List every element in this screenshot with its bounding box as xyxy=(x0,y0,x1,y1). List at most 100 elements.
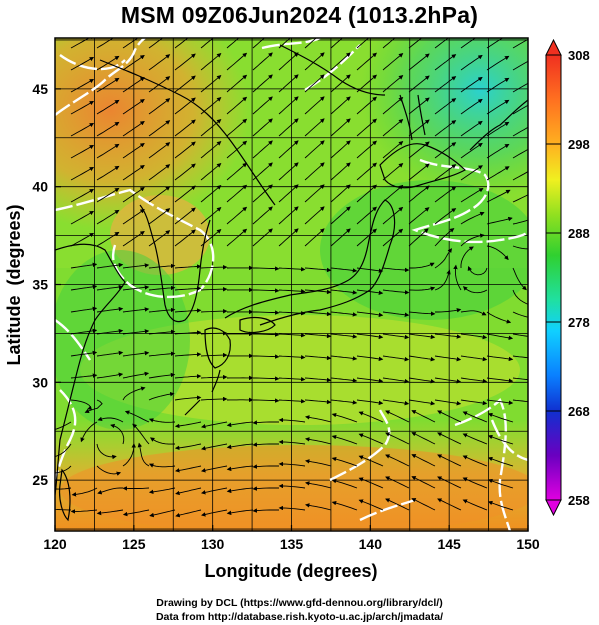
streamline xyxy=(148,391,175,401)
streamline xyxy=(278,38,291,49)
streamline xyxy=(304,289,332,295)
streamline xyxy=(411,432,436,445)
streamline xyxy=(278,289,306,294)
streamline xyxy=(252,442,279,447)
streamline xyxy=(149,509,176,518)
streamline xyxy=(96,443,117,460)
streamline xyxy=(226,74,248,93)
streamline xyxy=(330,74,351,93)
streamline xyxy=(460,54,483,71)
streamline xyxy=(304,38,317,49)
streamline xyxy=(437,476,462,489)
streamline xyxy=(330,311,358,317)
streamline xyxy=(330,333,358,339)
streamline xyxy=(96,465,122,476)
streamline xyxy=(70,373,98,379)
colorbar-tick-label: 298 xyxy=(568,137,590,152)
streamline xyxy=(330,52,351,71)
streamline xyxy=(408,355,436,362)
streamline xyxy=(96,328,124,335)
streamline xyxy=(278,439,306,445)
streamline xyxy=(331,500,358,511)
streamline xyxy=(356,399,384,406)
streamline xyxy=(278,399,306,404)
streamline xyxy=(434,38,449,49)
streamline xyxy=(512,355,528,359)
streamline xyxy=(512,126,528,137)
streamline xyxy=(122,486,150,491)
credit-drawing: Drawing by DCL (https://www.gfd-dennou.o… xyxy=(156,597,443,609)
streamline xyxy=(70,78,95,93)
streamline xyxy=(122,443,137,467)
streamline xyxy=(226,52,248,71)
streamline xyxy=(148,418,176,423)
streamline xyxy=(252,162,273,181)
streamline xyxy=(252,38,265,49)
streamline xyxy=(356,162,377,181)
streamline xyxy=(330,355,358,361)
streamline xyxy=(382,377,410,384)
streamline xyxy=(200,308,228,314)
streamline xyxy=(148,487,176,495)
streamline xyxy=(200,119,222,137)
streamline xyxy=(356,118,377,137)
streamline xyxy=(253,266,280,271)
colorbar-bottom-arrow xyxy=(545,499,562,517)
streamline xyxy=(460,76,483,93)
streamline xyxy=(174,395,202,401)
streamline xyxy=(201,487,228,495)
streamline xyxy=(512,194,528,203)
streamline xyxy=(486,166,510,181)
streamline xyxy=(330,140,351,159)
streamline xyxy=(408,228,429,247)
streamline xyxy=(174,207,196,225)
streamline xyxy=(253,354,280,359)
streamline xyxy=(148,120,171,137)
streamline xyxy=(200,207,222,225)
streamline xyxy=(434,186,457,203)
streamline xyxy=(434,208,457,225)
streamline xyxy=(330,399,358,405)
streamline xyxy=(122,164,145,181)
streamline xyxy=(200,229,222,247)
streamline xyxy=(122,329,150,335)
colorbar-tick-label: 258 xyxy=(568,493,590,508)
streamline xyxy=(512,245,528,250)
streamline xyxy=(148,186,171,203)
streamline xyxy=(462,499,488,511)
streamline xyxy=(278,505,306,511)
streamline xyxy=(486,333,514,341)
streamline xyxy=(55,508,72,511)
streamline xyxy=(174,163,196,181)
streamline xyxy=(462,286,488,294)
streamline xyxy=(122,38,139,49)
streamline xyxy=(434,377,462,384)
streamline xyxy=(512,104,528,115)
streamline xyxy=(408,75,430,93)
streamline xyxy=(70,306,98,313)
streamline xyxy=(304,311,332,317)
streamline xyxy=(175,487,202,496)
streamline xyxy=(460,246,474,268)
streamline xyxy=(437,410,462,423)
streamline xyxy=(382,163,404,181)
streamline xyxy=(487,500,514,511)
streamline xyxy=(356,52,377,71)
streamline xyxy=(174,421,202,429)
streamline xyxy=(382,75,404,93)
streamline xyxy=(408,38,423,49)
streamline xyxy=(122,142,145,159)
streamline xyxy=(358,433,384,445)
streamline xyxy=(174,373,202,379)
streamline xyxy=(148,285,176,291)
colorbar-tick-label: 308 xyxy=(568,48,590,63)
streamline xyxy=(252,74,273,93)
streamline xyxy=(148,38,164,49)
streamline xyxy=(358,455,384,467)
streamline xyxy=(408,399,436,406)
streamline xyxy=(460,399,488,406)
streamline xyxy=(96,77,120,93)
streamline xyxy=(278,228,299,247)
streamline xyxy=(385,410,410,423)
streamline xyxy=(382,53,404,71)
